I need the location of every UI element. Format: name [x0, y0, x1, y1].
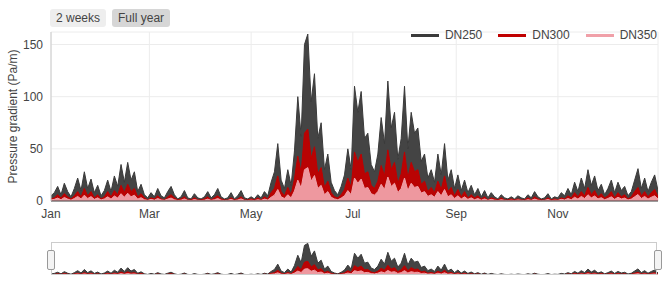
- html-text:DN250: DN250: [444, 28, 483, 42]
- html-text:DN350: DN350: [619, 28, 657, 42]
- svg-text:Jul: Jul: [345, 207, 360, 221]
- svg-text:50: 50: [30, 142, 44, 156]
- svg-text:100: 100: [23, 90, 43, 104]
- svg-text:Pressure gradient (Pa/m): Pressure gradient (Pa/m): [8, 49, 20, 183]
- svg-text:Mar: Mar: [139, 207, 160, 221]
- html-text:DN300: DN300: [532, 28, 570, 42]
- html-text:Full year: Full year: [118, 11, 164, 25]
- svg-text:0: 0: [36, 194, 43, 208]
- svg-text:Sep: Sep: [446, 207, 468, 221]
- html-text:2 weeks: 2 weeks: [56, 11, 100, 25]
- svg-text:150: 150: [23, 38, 43, 52]
- svg-text:Nov: Nov: [547, 207, 568, 221]
- svg-text:Jan: Jan: [41, 207, 60, 221]
- svg-text:May: May: [240, 207, 263, 221]
